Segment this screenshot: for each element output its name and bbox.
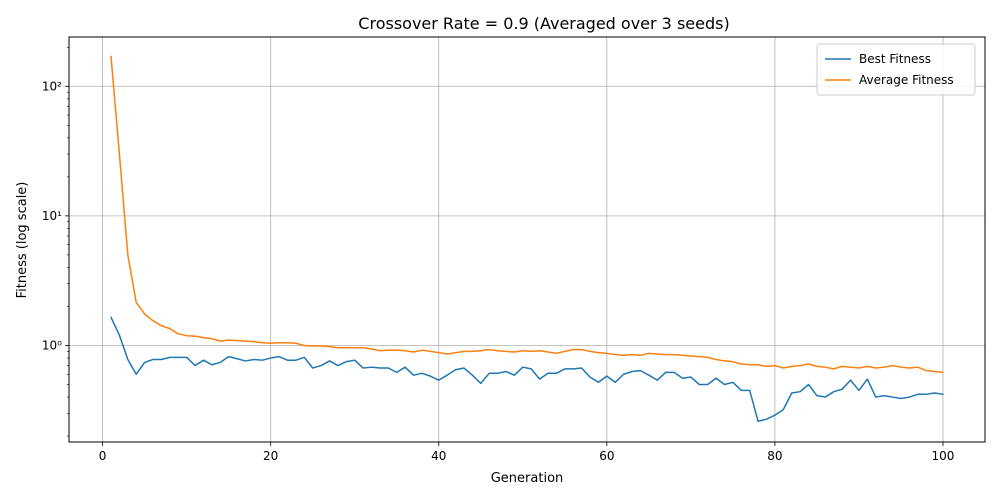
y-tick-label: 10² [42, 79, 62, 93]
x-axis-label: Generation [491, 471, 564, 486]
legend: Best Fitness Average Fitness [816, 43, 976, 96]
plot-frame [68, 36, 986, 443]
series-line-best-fitness [110, 316, 944, 423]
series-line-average-fitness [110, 55, 944, 374]
chart-title: Crossover Rate = 0.9 (Averaged over 3 se… [358, 14, 729, 33]
x-tick-label: 0 [99, 449, 107, 463]
legend-box [816, 43, 976, 96]
y-tick-label: 10¹ [42, 209, 62, 223]
x-tick-label: 100 [932, 449, 955, 463]
axis-ticks: 0 20 40 60 80 100 10⁰ 10¹ 10² [42, 46, 955, 463]
x-tick-label: 80 [767, 449, 782, 463]
legend-label: Average Fitness [859, 73, 954, 87]
x-tick-label: 40 [431, 449, 446, 463]
grid-lines [69, 37, 985, 442]
x-tick-label: 60 [599, 449, 614, 463]
legend-label: Best Fitness [859, 52, 931, 66]
y-axis-label: Fitness (log scale) [15, 182, 30, 299]
series-lines [110, 55, 944, 423]
x-tick-label: 20 [263, 449, 278, 463]
y-tick-label: 10⁰ [42, 338, 62, 352]
